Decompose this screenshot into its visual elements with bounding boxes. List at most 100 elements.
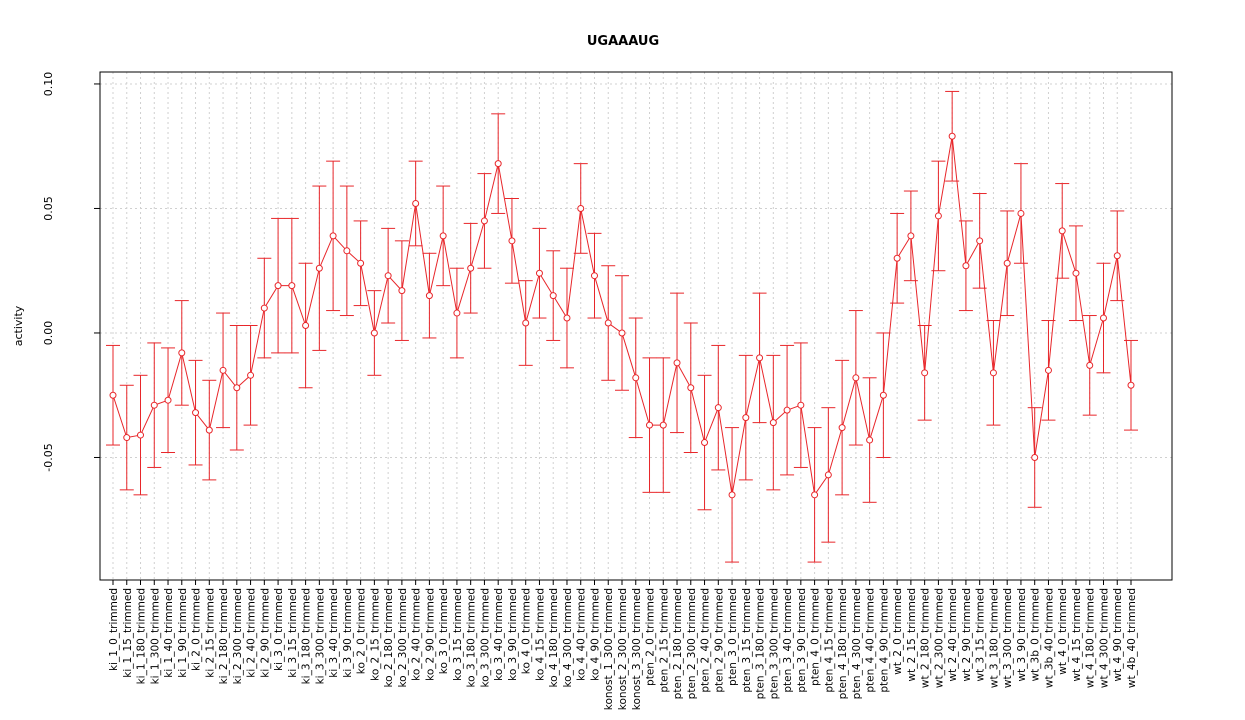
x-tick-label: ko_4_15_trimmed: [534, 588, 546, 681]
point: [370, 329, 378, 337]
point: [453, 309, 461, 317]
point: [811, 491, 819, 499]
x-tick-label: ko_4_90_trimmed: [589, 588, 601, 681]
point: [288, 282, 296, 290]
x-tick-label: pten_3_90_trimmed: [796, 588, 808, 693]
point: [604, 319, 612, 327]
x-tick-label: pten_4_0_trimmed: [810, 588, 822, 686]
point: [1113, 252, 1121, 260]
x-tick-label: pten_2_0_trimmed: [645, 588, 657, 686]
x-tick-label: pten_4_90_trimmed: [878, 588, 890, 693]
x-tick-label: pten_4_300_trimmed: [851, 588, 863, 699]
point: [962, 262, 970, 270]
x-tick-label: ko_3_300_trimmed: [479, 588, 491, 688]
point: [742, 414, 750, 422]
x-tick-label: wt_3b_40_trimmed: [1043, 588, 1055, 688]
point: [178, 349, 186, 357]
x-tick-label: wt_3_15_trimmed: [975, 588, 987, 681]
plot-area: [106, 90, 1138, 563]
point: [150, 401, 158, 409]
point: [989, 369, 997, 377]
x-tick-label: ko_2_300_trimmed: [397, 588, 409, 688]
x-tick-label: pten_3_40_trimmed: [782, 588, 794, 693]
point: [907, 232, 915, 240]
point: [137, 431, 145, 439]
x-tick-label: konost_3_300_trimmed: [631, 588, 643, 710]
x-tick-label: wt_2_300_trimmed: [933, 588, 945, 688]
x-tick-label: wt_4_90_trimmed: [1112, 588, 1124, 681]
y-tick-label: 0.00: [42, 321, 55, 346]
x-tick-label: konost_1_300_trimmed: [603, 588, 615, 710]
x-tick-label: pten_3_180_trimmed: [755, 588, 767, 699]
point: [425, 292, 433, 300]
x-tick-label: wt_3_90_trimmed: [1016, 588, 1028, 681]
point: [343, 247, 351, 255]
point: [549, 292, 557, 300]
x-tick-label: ko_4_180_trimmed: [548, 588, 560, 688]
point: [1086, 361, 1094, 369]
point: [233, 384, 241, 392]
point: [192, 409, 200, 417]
point: [756, 354, 764, 362]
x-tick-label: wt_2_40_trimmed: [947, 588, 959, 681]
x-tick-label: ki_2_180_trimmed: [218, 588, 230, 684]
x-tick-label: ko_3_40_trimmed: [493, 588, 505, 681]
point: [728, 491, 736, 499]
x-tick-label: ko_3_15_trimmed: [452, 588, 464, 681]
point: [205, 426, 213, 434]
point: [934, 212, 942, 220]
y-tick-label: 0.05: [42, 196, 55, 221]
point: [783, 406, 791, 414]
y-axis-label: activity: [12, 305, 25, 346]
point: [687, 384, 695, 392]
x-tick-label: ki_1_15_trimmed: [122, 588, 134, 678]
point: [260, 304, 268, 312]
x-tick-label: ko_2_0_trimmed: [356, 588, 368, 674]
point: [976, 237, 984, 245]
x-tick-label: ki_3_300_trimmed: [314, 588, 326, 684]
y-tick-label: 0.10: [42, 72, 55, 97]
x-tick-label: wt_2_90_trimmed: [961, 588, 973, 681]
x-tick-label: ko_4_40_trimmed: [576, 588, 588, 681]
x-tick-label: pten_4_15_trimmed: [823, 588, 835, 693]
x-tick-label: ko_2_180_trimmed: [383, 588, 395, 688]
x-tick-label: wt_2_0_trimmed: [892, 588, 904, 675]
x-tick-label: ko_4_300_trimmed: [562, 588, 574, 688]
point: [577, 204, 585, 212]
point: [714, 404, 722, 412]
point: [659, 421, 667, 429]
x-tick-label: ki_1_40_trimmed: [163, 588, 175, 678]
x-tick-label: wt_3_300_trimmed: [1002, 588, 1014, 688]
point: [535, 269, 543, 277]
point: [618, 329, 626, 337]
point: [701, 439, 709, 447]
x-tick-label: ko_3_90_trimmed: [507, 588, 519, 681]
point: [879, 391, 887, 399]
point: [123, 434, 131, 442]
point: [948, 132, 956, 140]
x-tick-label: wt_4_300_trimmed: [1098, 588, 1110, 688]
point: [838, 424, 846, 432]
x-tick-label: ki_3_180_trimmed: [301, 588, 313, 684]
x-tick-label: ki_2_40_trimmed: [246, 588, 258, 678]
x-tick-label: pten_2_180_trimmed: [672, 588, 684, 699]
x-tick-label: pten_2_90_trimmed: [713, 588, 725, 693]
point: [590, 272, 598, 280]
x-tick-label: pten_2_15_trimmed: [658, 588, 670, 693]
x-tick-label: wt_4_180_trimmed: [1085, 588, 1097, 688]
x-tick-label: ki_3_0_trimmed: [273, 588, 285, 671]
point: [522, 319, 530, 327]
x-tick-label: ko_2_90_trimmed: [424, 588, 436, 681]
point: [315, 264, 323, 272]
point: [1058, 227, 1066, 235]
x-tick-label: ki_3_90_trimmed: [342, 588, 354, 678]
x-tick-label: pten_2_40_trimmed: [700, 588, 712, 693]
point: [852, 374, 860, 382]
x-tick-label: pten_4_180_trimmed: [837, 588, 849, 699]
point: [824, 471, 832, 479]
point: [1099, 314, 1107, 322]
point: [563, 314, 571, 322]
x-tick-label: ki_2_0_trimmed: [191, 588, 203, 671]
point: [508, 237, 516, 245]
